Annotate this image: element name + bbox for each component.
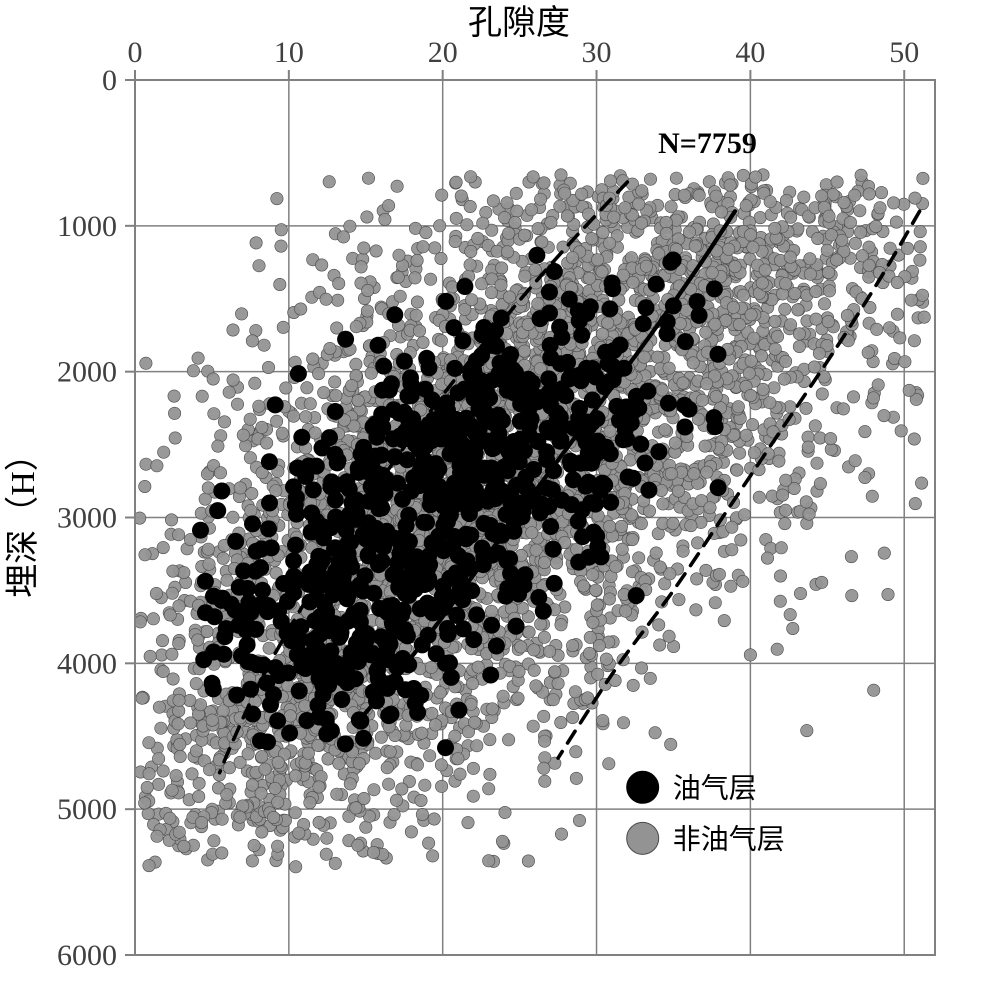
- y-tick-label: 3000: [57, 502, 117, 535]
- legend-label: 油气层: [673, 772, 757, 804]
- x-tick-label: 30: [582, 36, 612, 69]
- x-tick-label: 0: [128, 36, 143, 69]
- legend-label: 非油气层: [673, 823, 785, 855]
- y-tick-label: 6000: [57, 939, 117, 972]
- y-tick-label: 1000: [57, 210, 117, 243]
- x-tick-label: 50: [889, 36, 919, 69]
- y-tick-label: 5000: [57, 793, 117, 826]
- y-tick-label: 2000: [57, 356, 117, 389]
- x-axis-title: 孔隙度: [468, 4, 570, 42]
- x-tick-label: 20: [428, 36, 458, 69]
- x-tick-label: 10: [274, 36, 304, 69]
- sample-count-annotation: N=7759: [658, 127, 757, 160]
- porosity-depth-scatter-chart: 0 10 20 30 40 50 0 1000 2000 3000 4000 5000 6000 孔隙度埋…: [0, 0, 991, 1000]
- legend-marker: [627, 771, 659, 803]
- y-tick-label: 0: [102, 64, 117, 97]
- legend-marker: [627, 822, 659, 854]
- y-axis-title: 埋深（H）: [4, 437, 42, 598]
- x-tick-label: 40: [735, 36, 765, 69]
- y-tick-label: 4000: [57, 647, 117, 680]
